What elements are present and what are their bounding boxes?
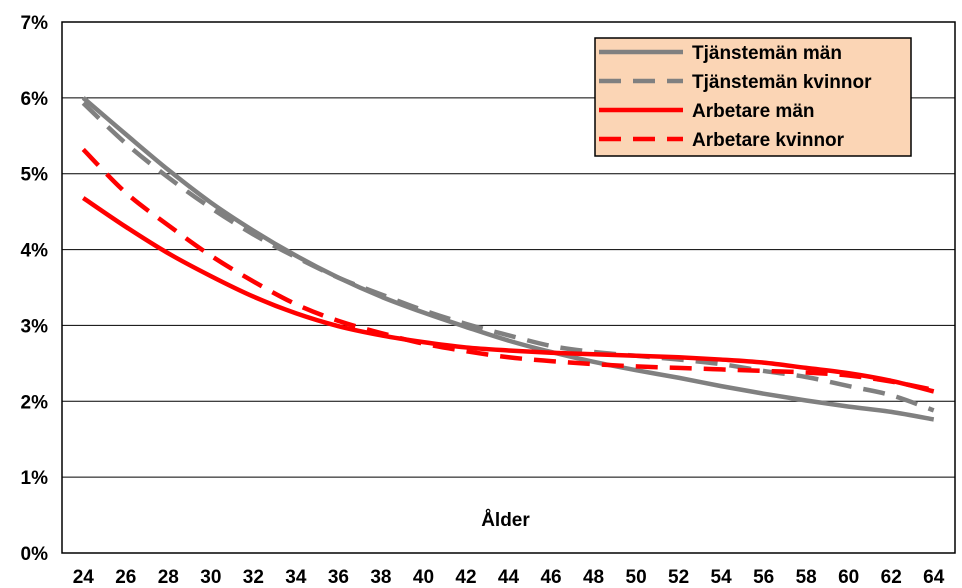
- x-tick-label: 28: [158, 567, 179, 588]
- x-tick-label: 64: [923, 567, 945, 588]
- x-axis-ticks: 24 26 28 30 32 34 36 38 40 42 44 46 48 50 52 54 56 58 60 62…: [73, 567, 945, 588]
- y-tick-label: 3%: [21, 316, 49, 337]
- legend-label: Tjänstemän män: [692, 43, 842, 64]
- x-tick-label: 36: [328, 567, 349, 588]
- y-tick-label: 4%: [21, 241, 49, 262]
- x-tick-label: 56: [753, 567, 774, 588]
- x-tick-label: 32: [243, 567, 264, 588]
- x-tick-label: 62: [881, 567, 902, 588]
- x-tick-label: 40: [413, 567, 434, 588]
- y-tick-label: 6%: [21, 89, 49, 110]
- x-tick-label: 52: [668, 567, 689, 588]
- y-tick-label: 7%: [21, 13, 49, 34]
- x-tick-label: 38: [370, 567, 391, 588]
- x-tick-label: 44: [498, 567, 520, 588]
- x-tick-label: 24: [73, 567, 95, 588]
- y-tick-label: 2%: [21, 392, 49, 413]
- x-tick-label: 48: [583, 567, 604, 588]
- plot-area-frame: [61, 21, 956, 554]
- legend-label: Tjänstemän kvinnor: [692, 72, 872, 93]
- series-tjansteman-man-line: [81, 96, 935, 422]
- x-tick-label: 60: [838, 567, 859, 588]
- legend-box: [594, 37, 912, 157]
- x-tick-label: 46: [540, 567, 561, 588]
- legend-label: Arbetare män: [692, 101, 815, 122]
- x-tick-label: 58: [796, 567, 817, 588]
- x-axis-label: Ålder: [481, 510, 530, 531]
- series-lines: [81, 96, 935, 422]
- legend: Tjänstemän män Tjänstemän kvinnor Arbetare…: [594, 37, 912, 157]
- y-tick-label: 5%: [21, 165, 49, 186]
- x-tick-label: 42: [455, 567, 476, 588]
- y-tick-label: 0%: [21, 544, 49, 565]
- series-arbetare-man-line: [81, 196, 935, 394]
- y-axis-ticks: 0% 1% 2% 3% 4% 5% 6% 7%: [21, 13, 49, 565]
- y-tick-label: 1%: [21, 468, 49, 489]
- x-tick-label: 30: [200, 567, 221, 588]
- grid-lines: [62, 97, 955, 478]
- series-tjansteman-kvinnor-line: [81, 101, 935, 413]
- legend-label: Arbetare kvinnor: [692, 130, 845, 151]
- x-tick-label: 54: [711, 567, 733, 588]
- x-tick-label: 34: [285, 567, 307, 588]
- series-arbetare-kvinnor-line: [81, 147, 935, 393]
- x-tick-label: 26: [115, 567, 136, 588]
- x-tick-label: 50: [626, 567, 647, 588]
